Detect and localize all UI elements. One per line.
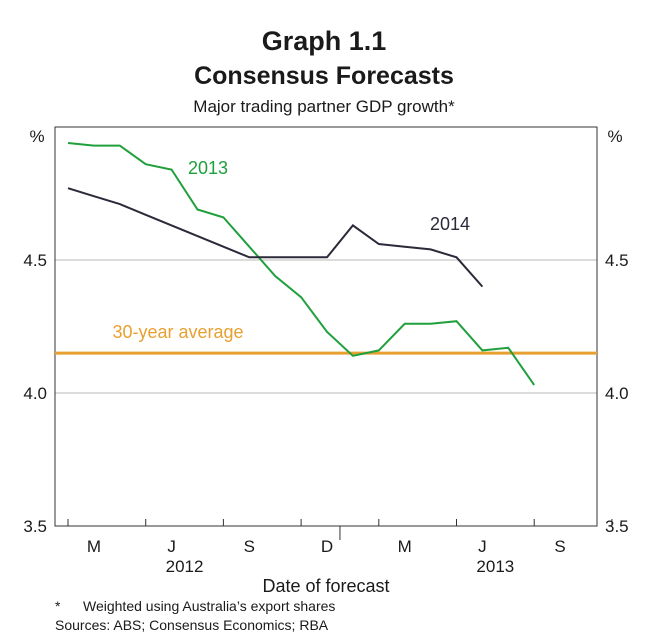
series-label-2014: 2014 xyxy=(430,214,470,234)
footnote-note: Weighted using Australia’s export shares xyxy=(83,598,336,614)
x-tick-label: D xyxy=(321,537,333,556)
y-tick-label-right: 4.5 xyxy=(605,251,629,270)
x-tick-label: S xyxy=(554,537,565,556)
y-tick-label-left: 3.5 xyxy=(23,517,47,536)
x-tick-label: J xyxy=(478,537,487,556)
series-line-2014 xyxy=(67,187,484,288)
y-axis-unit-left: % xyxy=(29,127,44,146)
year-label: 2012 xyxy=(166,557,204,576)
x-axis-label: Date of forecast xyxy=(262,576,389,596)
footnote-weighting: * Weighted using Australia’s export share… xyxy=(55,598,335,614)
x-tick-label: M xyxy=(87,537,101,556)
year-label: 2013 xyxy=(476,557,514,576)
series-label-2013: 2013 xyxy=(188,158,228,178)
footnote-star: * xyxy=(55,598,61,614)
x-tick-label: S xyxy=(244,537,255,556)
y-tick-label-left: 4.5 xyxy=(23,251,47,270)
x-tick-label: M xyxy=(398,537,412,556)
y-tick-label-right: 3.5 xyxy=(605,517,629,536)
series-line-2013 xyxy=(67,142,536,386)
footnote-sources: Sources: ABS; Consensus Economics; RBA xyxy=(55,617,329,633)
plot-frame xyxy=(54,126,598,527)
reference-line-label: 30-year average xyxy=(112,322,243,342)
chart-title: Graph 1.1 xyxy=(261,26,387,56)
y-tick-label-left: 4.0 xyxy=(23,384,47,403)
chart-description: Major trading partner GDP growth* xyxy=(193,97,455,116)
x-tick-label: J xyxy=(167,537,176,556)
y-tick-label-right: 4.0 xyxy=(605,384,629,403)
chart-subtitle: Consensus Forecasts xyxy=(194,62,454,90)
y-axis-unit-right: % xyxy=(607,127,622,146)
